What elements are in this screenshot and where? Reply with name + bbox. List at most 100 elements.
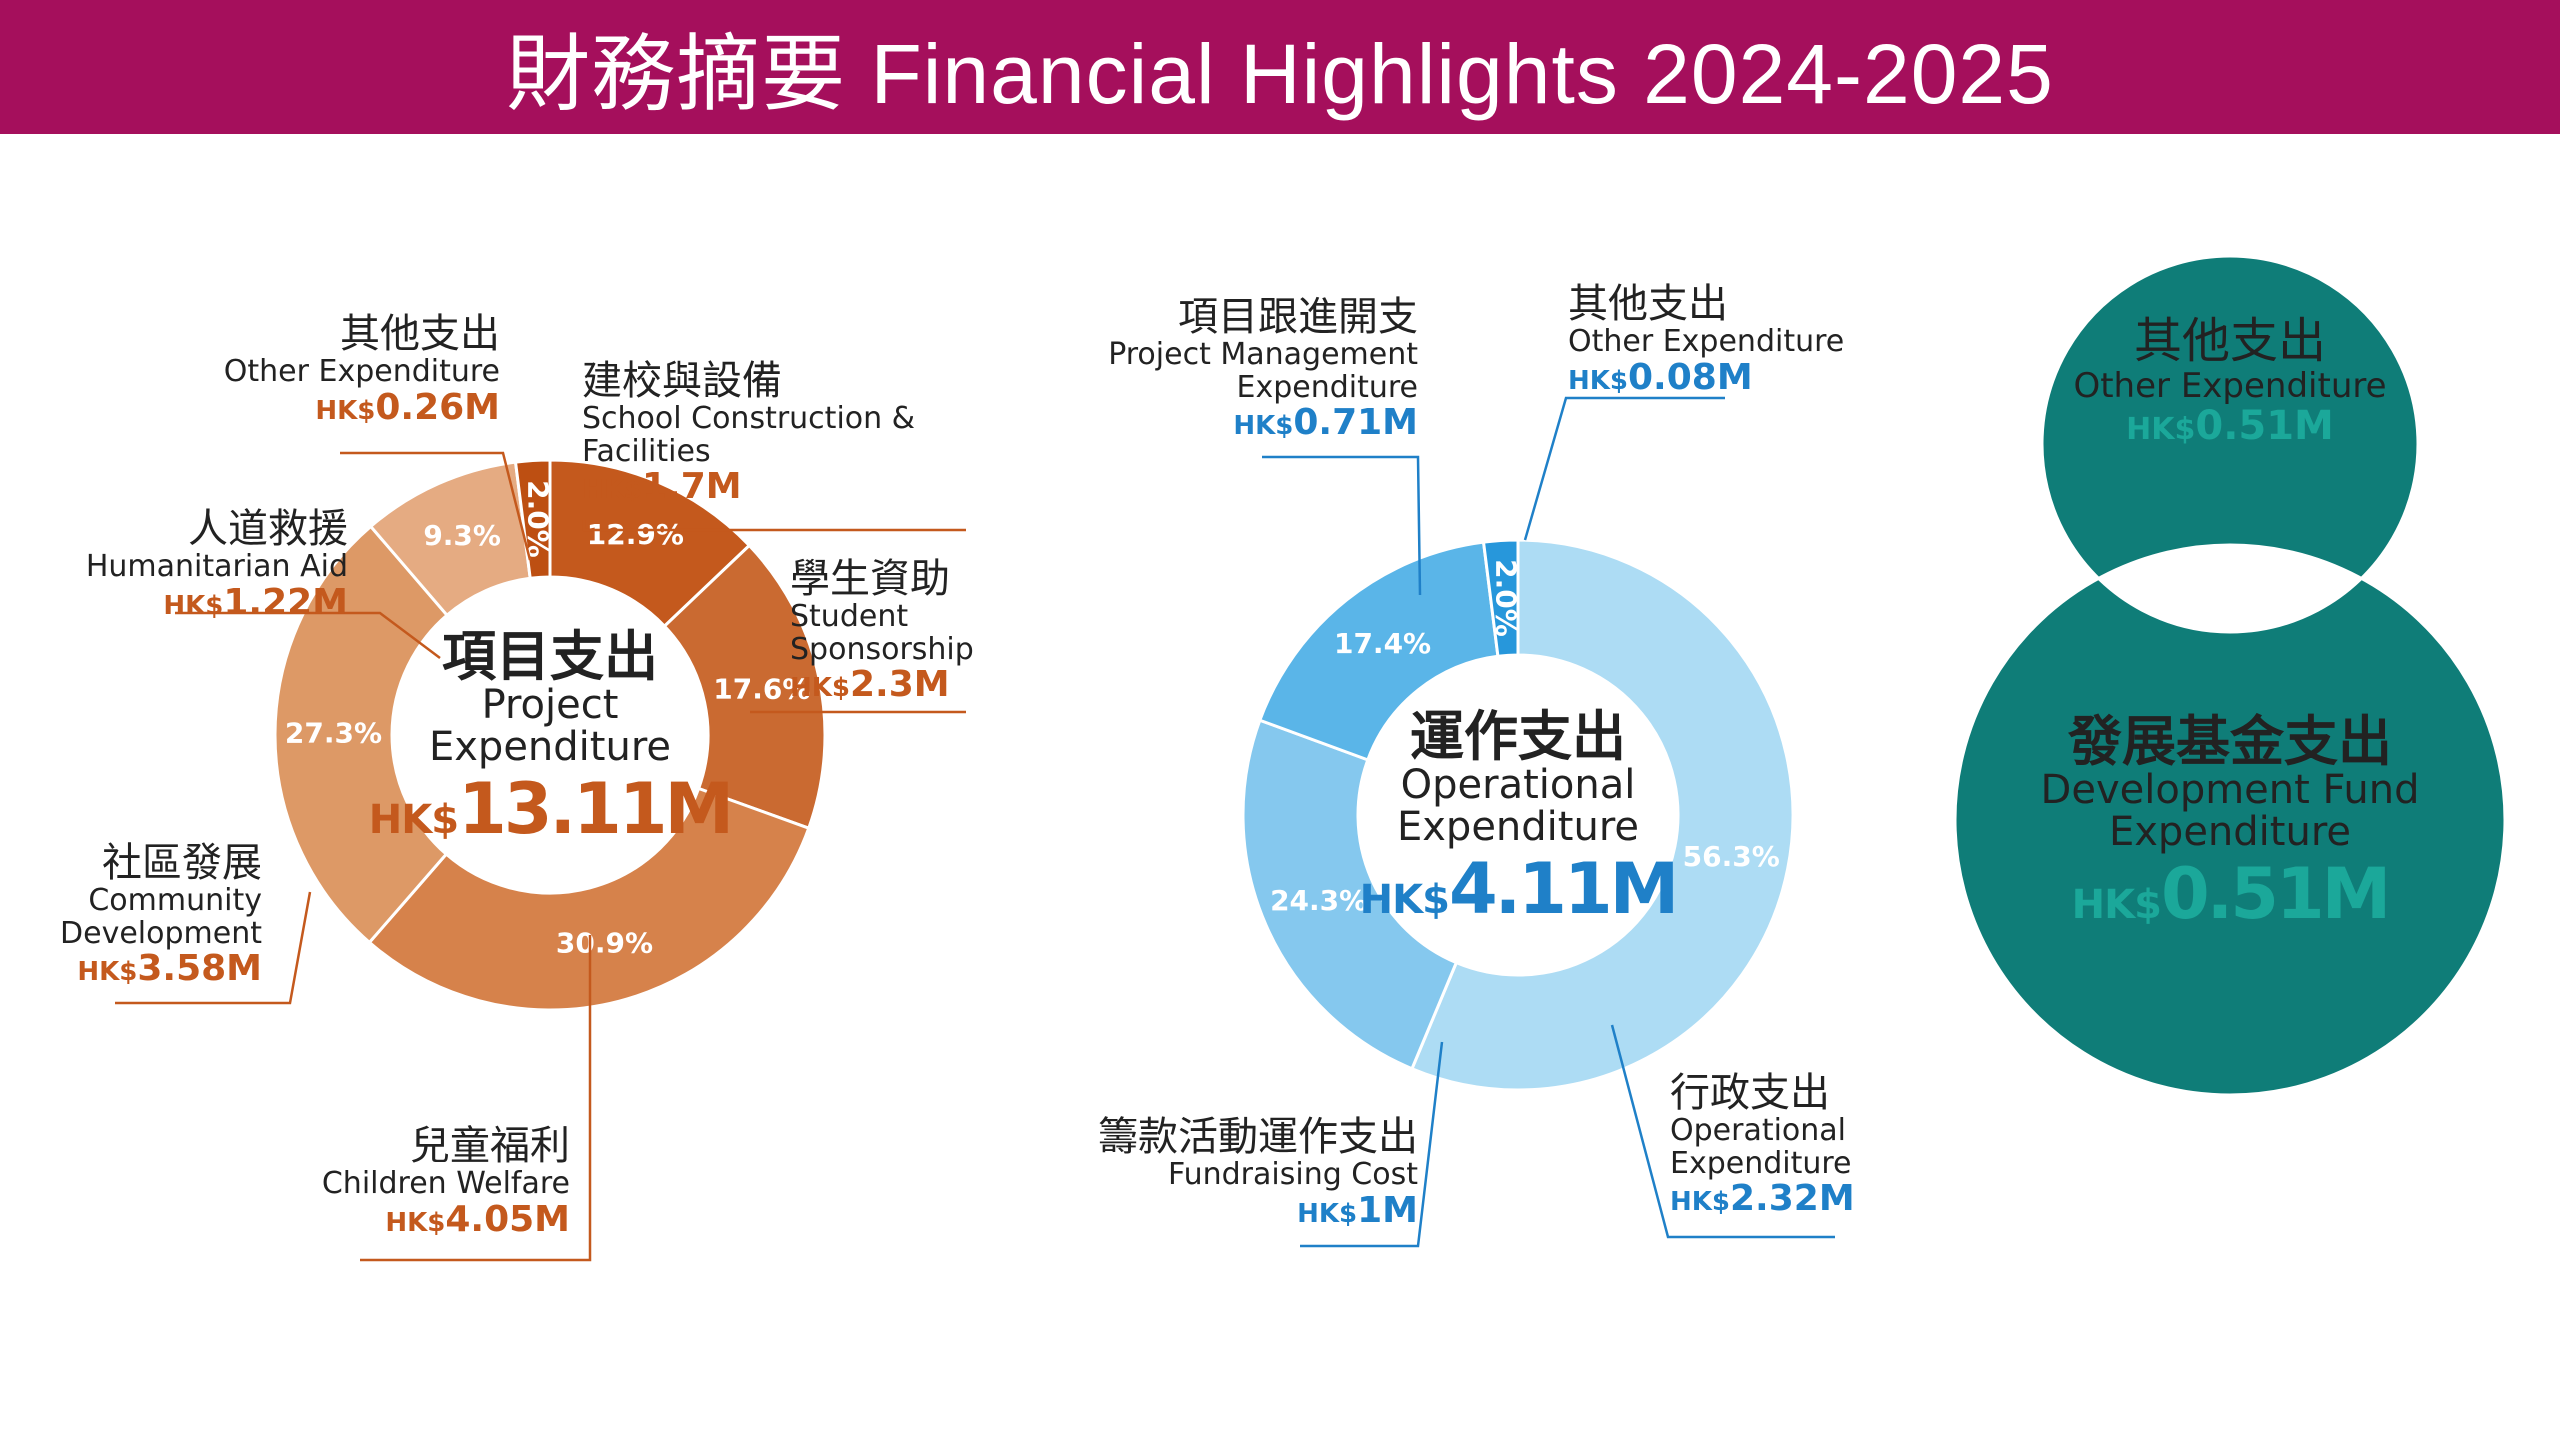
slice-amount: HK$0.26M	[224, 386, 500, 428]
donut-center-label: 運作支出 Operational Expenditure HK$4.11M	[1308, 705, 1728, 925]
slice-label-en: Expenditure	[1670, 1145, 1852, 1181]
donut-slice-student-sponsorship	[662, 543, 827, 831]
center-title-zh: 項目支出	[442, 625, 658, 688]
amount-value: 0.71M	[1293, 401, 1418, 443]
slice-label-en: Expenditure	[1236, 369, 1418, 405]
slice-label-en: Community	[88, 883, 262, 919]
currency-label: HK$	[163, 590, 224, 621]
leader-line	[1610, 1024, 1835, 1239]
slice-label-other-expenditure: 其他支出 Other Expenditure HK$0.26M	[224, 311, 500, 428]
donut-slice-project-management-expenditure	[1257, 540, 1500, 762]
slice-amount: HK$0.51M	[2030, 402, 2430, 449]
center-title-en: Expenditure	[1396, 804, 1639, 850]
center-title-en: Expenditure	[428, 724, 671, 770]
center-total: HK$0.51M	[2020, 859, 2440, 929]
amount-value: 0.08M	[1628, 356, 1753, 398]
center-title-zh: 運作支出	[1410, 705, 1626, 768]
center-amount: 13.11M	[458, 768, 734, 850]
slice-label-zh: 建校與設備	[582, 358, 782, 404]
leader-line	[1262, 455, 1422, 596]
slice-label-zh: 學生資助	[790, 556, 950, 602]
slice-label-operational-expenditure: 行政支出 Operational Expenditure HK$2.32M	[1670, 1070, 1855, 1219]
donut-center-label: 發展基金支出 Development Fund Expenditure HK$0.51…	[2020, 710, 2440, 930]
donut-slice-other-expenditure	[1481, 538, 1520, 658]
slice-label-zh: 人道救援	[188, 506, 348, 552]
amount-value: 1.22M	[223, 581, 348, 623]
slice-label-children-welfare: 兒童福利 Children Welfare HK$4.05M	[322, 1123, 570, 1240]
slice-amount: HK$1.7M	[582, 465, 915, 507]
slice-label-zh: 項目跟進開支	[1178, 294, 1418, 340]
center-amount: 0.51M	[2160, 853, 2391, 935]
amount-value: 1.7M	[642, 465, 742, 507]
slice-percent-label: 12.9%	[587, 518, 684, 551]
slice-amount: HK$1.22M	[86, 581, 348, 623]
slice-percent-label: 24.3%	[1270, 884, 1367, 917]
slice-label-zh: 其他支出	[2133, 313, 2326, 369]
slice-percent-label: 100%	[2187, 575, 2274, 608]
center-total: HK$4.11M	[1308, 854, 1728, 924]
slice-label-zh: 其他支出	[1568, 281, 1728, 327]
slice-label-zh: 社區發展	[102, 840, 262, 886]
slice-label-zh: 行政支出	[1670, 1070, 1830, 1116]
slice-percent-label: 56.3%	[1683, 840, 1780, 873]
slice-percent-label: 17.6%	[713, 672, 810, 705]
slice-label-other-expenditure: 其他支出 Other Expenditure HK$0.51M	[2030, 313, 2430, 449]
donut-chart-3: 100%	[1953, 254, 2507, 1097]
slice-amount: HK$0.08M	[1568, 356, 1844, 398]
leader-line	[1300, 1041, 1444, 1248]
slice-label-en: Humanitarian Aid	[85, 549, 348, 585]
amount-value: 4.05M	[445, 1198, 570, 1240]
slice-percent-label: 9.3%	[423, 519, 501, 552]
donut-slice-operational-expenditure	[1409, 538, 1795, 1092]
slice-amount: HK$2.3M	[790, 665, 974, 705]
slice-label-zh: 其他支出	[340, 311, 500, 357]
currency-label: HK$	[1670, 1186, 1730, 1217]
donut-slice-other-expenditure	[513, 458, 552, 580]
leader-line	[1523, 396, 1725, 541]
slice-amount: HK$2.32M	[1670, 1179, 1855, 1219]
center-title-en: Expenditure	[2108, 809, 2351, 855]
slice-amount: HK$3.58M	[60, 947, 262, 989]
slice-label-en: Sponsorship	[790, 631, 974, 667]
slice-amount: HK$1M	[1098, 1189, 1418, 1231]
page-title: 財務摘要 Financial Highlights 2024-2025	[506, 26, 2054, 121]
leader-line	[175, 611, 441, 659]
center-currency: HK$	[1359, 877, 1450, 923]
amount-value: 0.51M	[2195, 402, 2334, 449]
slice-amount: HK$4.05M	[322, 1198, 570, 1240]
currency-label: HK$	[1233, 410, 1294, 441]
amount-value: 0.26M	[375, 386, 500, 428]
slice-label-en: Operational	[1670, 1113, 1847, 1149]
slice-label-en: Other Expenditure	[1568, 324, 1845, 360]
slice-label-zh: 兒童福利	[410, 1123, 570, 1169]
amount-value: 3.58M	[137, 947, 262, 989]
slice-percent-label: 27.3%	[285, 716, 382, 749]
center-amount: 4.11M	[1448, 848, 1679, 930]
slice-label-community-development: 社區發展 Community Development HK$3.58M	[60, 840, 262, 989]
slice-label-en: Development	[60, 915, 262, 951]
leader-line	[582, 520, 966, 532]
amount-value: 1M	[1357, 1189, 1418, 1231]
slice-label-project-management-expenditure: 項目跟進開支 Project Management Expenditure HK$0.…	[1108, 294, 1418, 443]
leader-line	[360, 935, 592, 1262]
slice-label-humanitarian-aid: 人道救援 Humanitarian Aid HK$1.22M	[85, 506, 348, 623]
slice-label-en: Student	[790, 599, 909, 635]
currency-label: HK$	[315, 395, 376, 426]
donut-center-label: 項目支出 Project Expenditure HK$13.11M	[340, 625, 760, 845]
slice-label-en: Fundraising Cost	[1168, 1157, 1418, 1193]
leader-line	[340, 451, 532, 561]
currency-label: HK$	[790, 672, 850, 703]
slice-percent-label: 17.4%	[1334, 627, 1431, 660]
center-title-zh: 發展基金支出	[2068, 710, 2392, 773]
currency-label: HK$	[1297, 1198, 1358, 1229]
center-currency: HK$	[2071, 882, 2162, 928]
center-title-en: Operational	[1400, 762, 1636, 808]
donut-chart-1: 12.9%17.6%30.9%27.3%9.3% 2.0%	[115, 451, 966, 1262]
leader-line	[115, 891, 312, 1005]
currency-label: HK$	[1568, 365, 1628, 396]
donut-slice-other-expenditure	[1953, 254, 2507, 1097]
donut-chart-2: 56.3% 24.3% 17.4% 2.0%	[1241, 396, 1835, 1248]
slice-label-other-expenditure: 其他支出 Other Expenditure HK$0.08M	[1568, 281, 1845, 398]
